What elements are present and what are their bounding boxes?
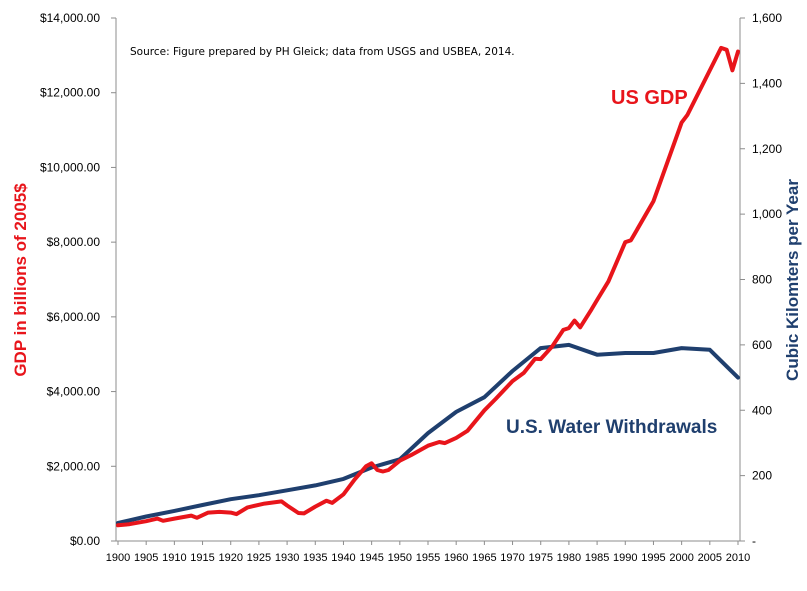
right-tick-label: 1,200 — [752, 142, 782, 156]
left-tick-label: $2,000.00 — [47, 459, 101, 473]
y-axis-left-title: GDP in billions of 2005$ — [11, 183, 30, 377]
right-tick-label: 600 — [752, 338, 772, 352]
x-tick-label: 1915 — [190, 552, 214, 564]
left-tick-label: $4,000.00 — [47, 385, 101, 399]
left-tick-label: $8,000.00 — [47, 235, 101, 249]
right-tick-label: 1,600 — [752, 11, 782, 25]
x-tick-label: 1990 — [613, 552, 637, 564]
series-line-us-gdp — [116, 45, 740, 528]
x-tick-label: 1970 — [500, 552, 524, 564]
right-tick-label: 400 — [752, 403, 772, 417]
x-tick-label: 1940 — [331, 552, 355, 564]
x-tick-label: 1905 — [134, 552, 158, 564]
x-tick-label: 1935 — [303, 552, 327, 564]
x-tick-label: 1950 — [388, 552, 412, 564]
x-tick-label: 1995 — [641, 552, 665, 564]
y-axis-right-title: Cubic Kilomters per Year — [783, 179, 802, 381]
x-tick-label: 1965 — [472, 552, 496, 564]
x-tick-label: 1985 — [585, 552, 609, 564]
left-tick-label: $10,000.00 — [40, 160, 100, 174]
right-tick-label: 800 — [752, 273, 772, 287]
x-tick-label: 1945 — [359, 552, 383, 564]
source-note: Source: Figure prepared by PH Gleick; da… — [130, 46, 515, 58]
x-tick-label: 1980 — [557, 552, 581, 564]
x-tick-label: 2005 — [698, 552, 722, 564]
annotation-water-withdrawals: U.S. Water Withdrawals — [506, 417, 717, 438]
x-tick-label: 1910 — [162, 552, 186, 564]
right-tick-label: 1,400 — [752, 76, 782, 90]
x-tick-label: 2010 — [726, 552, 750, 564]
x-tick-label: 1920 — [218, 552, 242, 564]
x-tick-label: 1955 — [416, 552, 440, 564]
x-axis-ticks: 1900 1905 1910 1915 1920 1925 1930 1935 1940 1945… — [106, 541, 750, 564]
right-tick-label: 200 — [752, 469, 772, 483]
x-tick-label: 2000 — [669, 552, 693, 564]
left-tick-label: $6,000.00 — [47, 310, 101, 324]
x-tick-label: 1960 — [444, 552, 468, 564]
left-tick-label: $0.00 — [70, 534, 100, 548]
series-line-water-withdrawals — [116, 342, 740, 525]
left-axis-ticks: $0.00 $2,000.00 $4,000.00 $6,000.00 $8,000.0… — [40, 11, 116, 548]
x-tick-label: 1900 — [106, 552, 130, 564]
x-tick-label: 1930 — [275, 552, 299, 564]
left-tick-label: $14,000.00 — [40, 11, 100, 25]
right-axis-ticks: - 200 400 600 800 1,000 1,200 1,400 1,600 — [740, 11, 782, 548]
right-tick-label: - — [752, 534, 756, 548]
x-tick-label: 1975 — [528, 552, 552, 564]
right-tick-label: 1,000 — [752, 207, 782, 221]
x-tick-label: 1925 — [247, 552, 271, 564]
left-tick-label: $12,000.00 — [40, 86, 100, 100]
annotation-us-gdp: US GDP — [611, 87, 688, 109]
